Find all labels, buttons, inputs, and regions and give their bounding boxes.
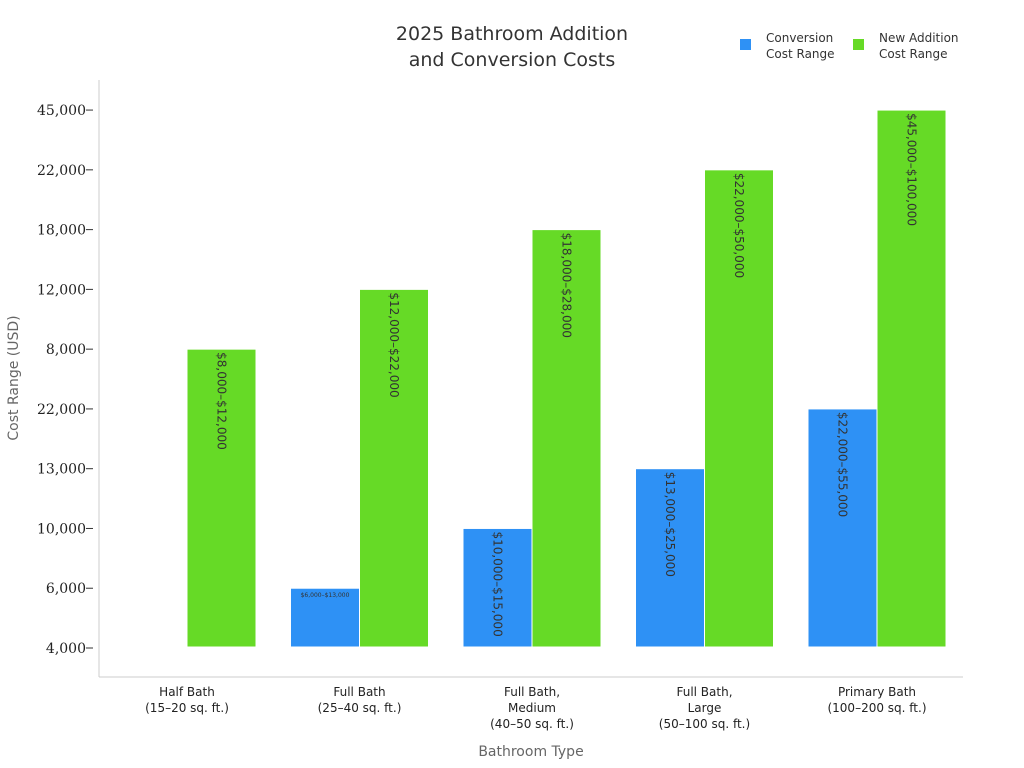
bar bbox=[359, 288, 429, 648]
y-tick-label: 12,000 bbox=[37, 282, 86, 298]
bar bbox=[290, 587, 360, 648]
legend-swatch bbox=[740, 39, 751, 50]
bar-label: $10,000–$15,000 bbox=[491, 531, 505, 636]
x-tick-label: (40–50 sq. ft.) bbox=[490, 717, 574, 731]
legend-label: Conversion bbox=[766, 31, 833, 45]
legend-swatch bbox=[853, 39, 864, 50]
x-tick-label: (25–40 sq. ft.) bbox=[318, 701, 402, 715]
y-tick-label: 10,000 bbox=[37, 521, 86, 537]
title-line: 2025 Bathroom Addition bbox=[396, 23, 628, 45]
bar bbox=[531, 229, 602, 648]
y-ticks: 4,000 6,000 10,000 13,000 22,000 8,000 12,000 1… bbox=[37, 103, 93, 657]
bar-label: $22,000–$50,000 bbox=[732, 173, 746, 278]
bar bbox=[704, 169, 774, 648]
y-tick-label: 22,000 bbox=[37, 163, 86, 179]
bar-label: $18,000–$28,000 bbox=[560, 233, 574, 338]
bar bbox=[807, 408, 878, 648]
chart-title: 2025 Bathroom Addition and Conversion Cos… bbox=[396, 23, 628, 71]
bar-label: $6,000–$13,000 bbox=[301, 592, 350, 599]
x-ticks: Half Bath (15–20 sq. ft.) Full Bath (25–40 … bbox=[145, 685, 926, 731]
bar bbox=[635, 468, 705, 648]
bar-label: $12,000–$22,000 bbox=[387, 292, 401, 397]
x-tick: Half Bath (15–20 sq. ft.) bbox=[145, 685, 229, 715]
legend: Conversion Cost Range New Addition Cost Ran… bbox=[740, 31, 959, 61]
x-tick: Primary Bath (100–200 sq. ft.) bbox=[827, 685, 926, 715]
title-line: and Conversion Costs bbox=[409, 49, 616, 71]
y-tick-label: 45,000 bbox=[37, 103, 86, 119]
y-tick-label: 18,000 bbox=[37, 223, 86, 239]
x-tick-label: Primary Bath bbox=[838, 685, 916, 699]
y-tick-label: 13,000 bbox=[37, 462, 86, 478]
y-tick-label: 22,000 bbox=[37, 402, 86, 418]
bar-label: $45,000–$100,000 bbox=[905, 113, 919, 226]
x-tick-label: Large bbox=[688, 701, 722, 715]
y-tick-label: 4,000 bbox=[46, 641, 86, 657]
x-tick-label: (100–200 sq. ft.) bbox=[827, 701, 926, 715]
bar bbox=[462, 527, 533, 648]
y-tick-label: 8,000 bbox=[46, 342, 86, 358]
y-axis-title: Cost Range (USD) bbox=[6, 315, 22, 440]
x-tick-label: (15–20 sq. ft.) bbox=[145, 701, 229, 715]
x-tick-label: Medium bbox=[508, 701, 556, 715]
bars: $8,000–$12,000 $6,000–$13,000 $12,000–$22,… bbox=[186, 109, 947, 648]
bar-label: $22,000–$55,000 bbox=[836, 412, 850, 517]
x-tick-label: Full Bath, bbox=[504, 685, 560, 699]
legend-label: New Addition bbox=[879, 31, 959, 45]
y-tick-label: 6,000 bbox=[46, 581, 86, 597]
x-tick: Full Bath (25–40 sq. ft.) bbox=[318, 685, 402, 715]
bar-label: $8,000–$12,000 bbox=[215, 352, 229, 450]
x-tick-label: Full Bath bbox=[333, 685, 385, 699]
legend-label: Cost Range bbox=[879, 47, 948, 61]
x-tick-label: Full Bath, bbox=[676, 685, 732, 699]
x-tick-label: Half Bath bbox=[159, 685, 215, 699]
legend-label: Cost Range bbox=[766, 47, 835, 61]
bar bbox=[186, 348, 257, 648]
x-tick: Full Bath, Medium (40–50 sq. ft.) bbox=[490, 685, 574, 731]
bar-label: $13,000–$25,000 bbox=[663, 472, 677, 577]
x-tick-label: (50–100 sq. ft.) bbox=[659, 717, 750, 731]
x-tick: Full Bath, Large (50–100 sq. ft.) bbox=[659, 685, 750, 731]
bar bbox=[876, 109, 947, 648]
x-axis-title: Bathroom Type bbox=[478, 744, 583, 760]
